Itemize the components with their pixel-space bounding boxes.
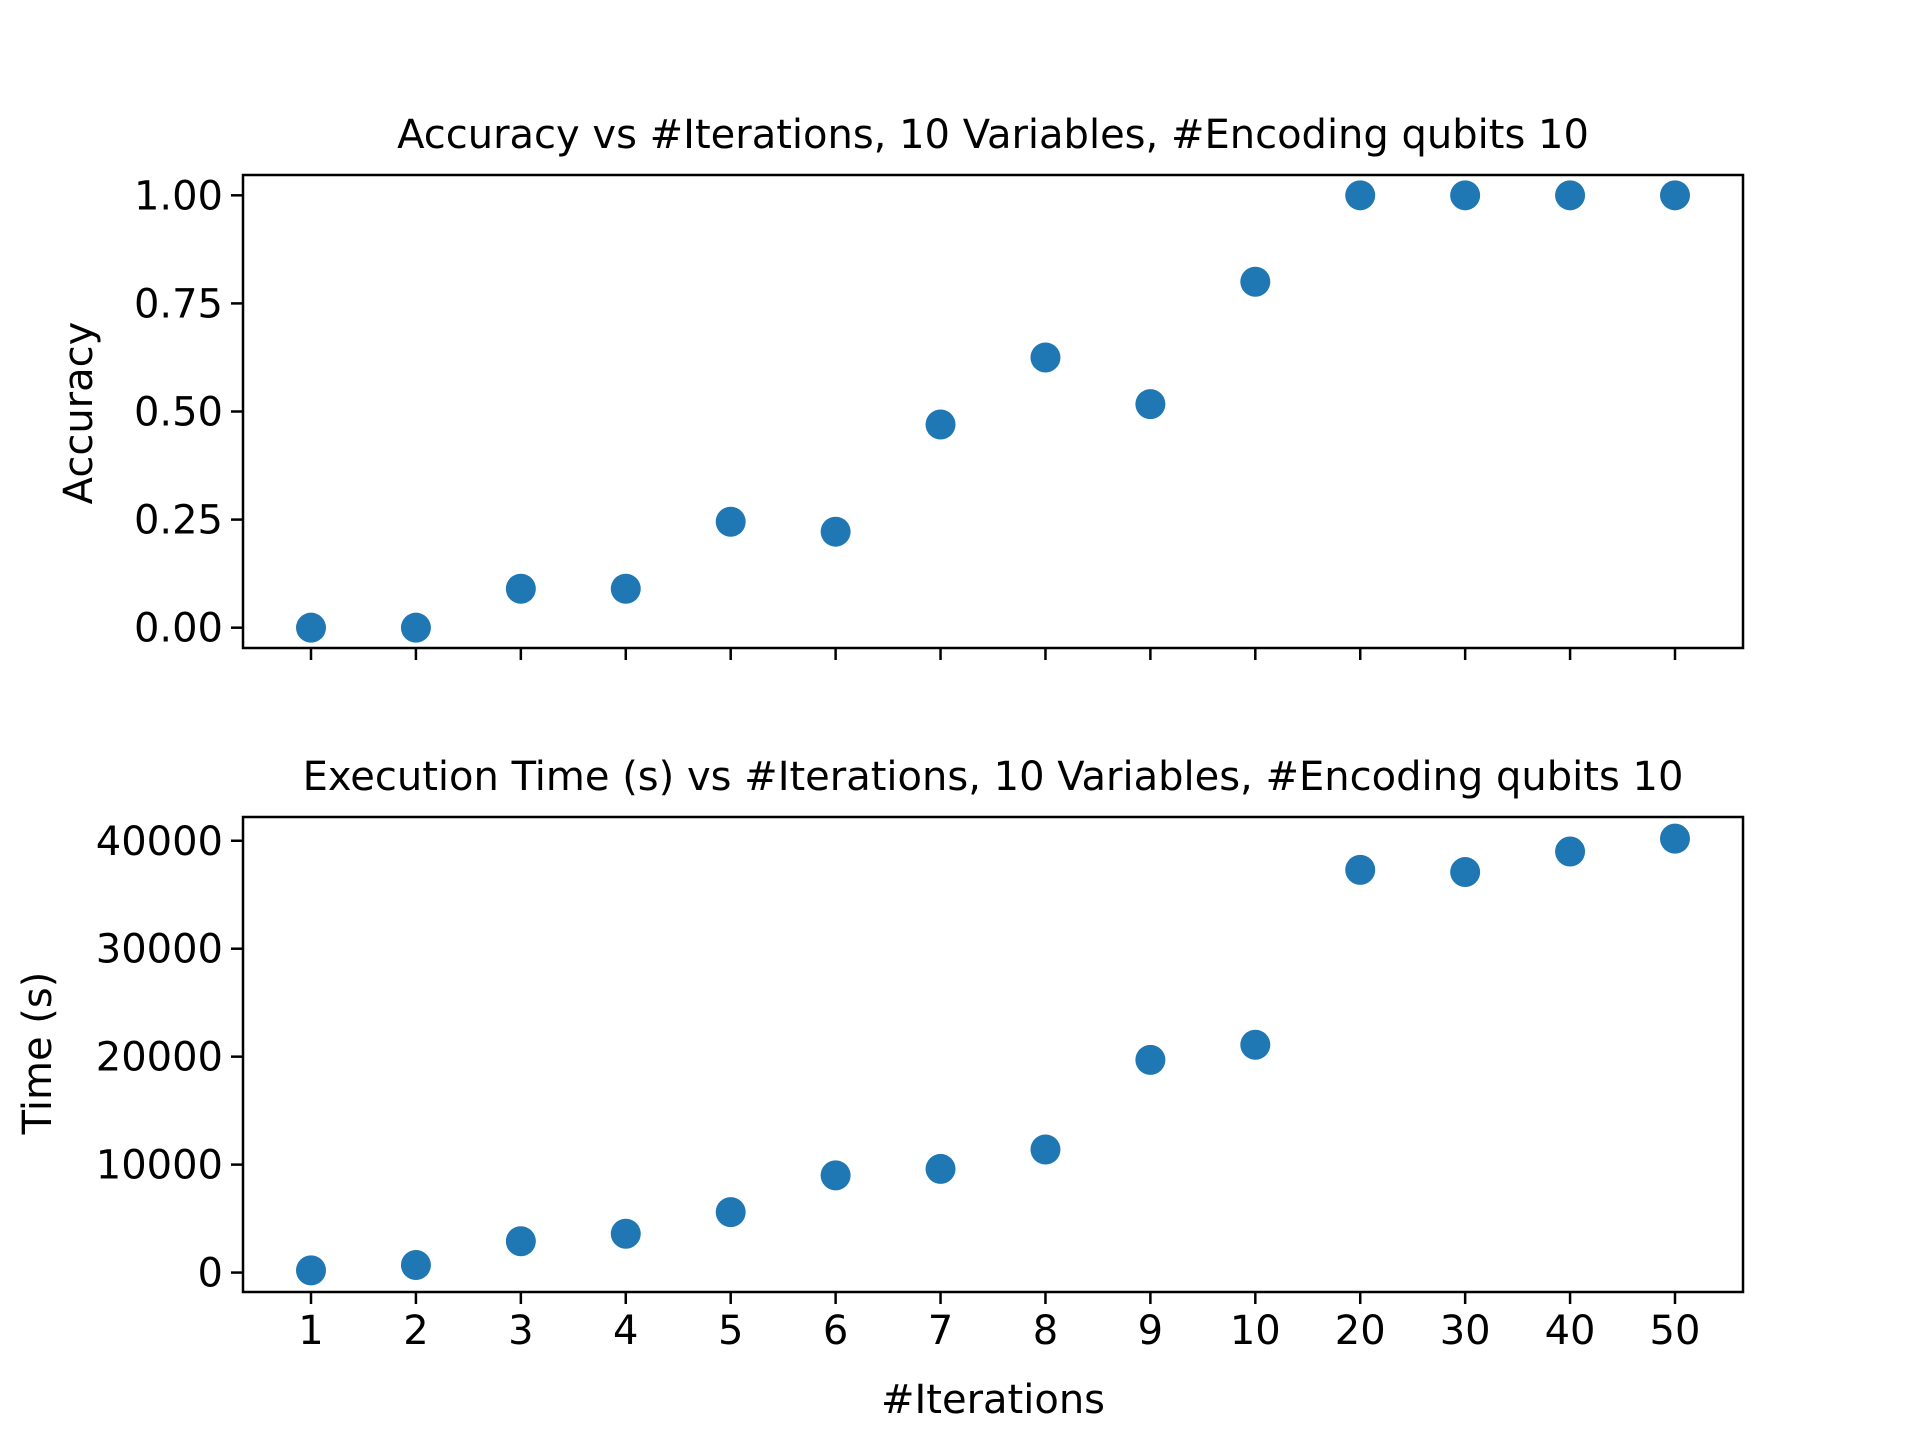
time-x-tick-label: 1 [298,1308,323,1354]
accuracy-point [1555,180,1586,211]
time-y-tick-label: 20000 [96,1035,223,1081]
time-subplot: Execution Time (s) vs #Iterations, 10 Va… [15,754,1745,1423]
accuracy-subplot: Accuracy vs #Iterations, 10 Variables, #… [56,112,1745,660]
time-point [505,1226,536,1257]
accuracy-y-axis-label: Accuracy [56,322,102,505]
time-plot-frame [241,815,1745,1294]
time-x-tick-label: 6 [823,1308,848,1354]
accuracy-point [715,506,746,537]
time-y-tick-label: 0 [198,1251,223,1297]
accuracy-point [1660,180,1690,211]
accuracy-point [400,612,431,643]
time-x-tick-label: 3 [508,1308,533,1354]
time-x-tick-label: 50 [1650,1308,1701,1354]
time-point [715,1197,746,1228]
accuracy-point [1450,180,1481,211]
accuracy-ticks: 0.00 0.25 0.50 0.75 1.00 [134,173,1677,660]
accuracy-y-tick-label: 0.50 [134,390,223,436]
accuracy-point [610,573,641,604]
accuracy-y-tick-label: 1.00 [134,173,223,219]
x-axis-label: #Iterations [881,1377,1105,1423]
time-x-tick-label: 30 [1440,1308,1491,1354]
accuracy-point [1135,389,1166,420]
accuracy-y-tick-label: 0.00 [134,606,223,652]
time-points [296,823,1690,1286]
accuracy-point [1345,180,1376,211]
time-y-axis-label: Time (s) [15,972,61,1136]
time-x-tick-label: 40 [1545,1308,1596,1354]
accuracy-point [820,516,851,547]
time-x-tick-label: 10 [1230,1308,1281,1354]
time-point [925,1153,956,1184]
accuracy-plot-frame [241,173,1745,650]
time-point [296,1255,326,1286]
time-x-tick-label: 5 [718,1308,743,1354]
accuracy-y-tick-label: 0.25 [134,498,223,544]
time-point [1240,1029,1271,1060]
accuracy-point [505,573,536,604]
time-point [1345,854,1376,885]
accuracy-point [1030,342,1061,373]
time-y-tick-label: 30000 [96,927,223,973]
accuracy-point [925,409,956,440]
time-y-tick-label: 40000 [96,819,223,865]
time-x-tick-label: 2 [403,1308,428,1354]
time-x-tick-label: 4 [613,1308,638,1354]
time-chart-title: Execution Time (s) vs #Iterations, 10 Va… [303,754,1684,800]
time-y-tick-label: 10000 [96,1143,223,1189]
time-ticks: 1 2 3 4 5 6 7 8 9 10 20 30 40 50 0 10000 20000 30000 40000 [96,819,1701,1354]
time-point [1135,1044,1166,1075]
accuracy-point [296,612,326,643]
time-point [1555,836,1586,867]
time-x-tick-label: 7 [928,1308,953,1354]
time-point [1030,1134,1061,1165]
accuracy-point [1240,266,1271,297]
accuracy-y-tick-label: 0.75 [134,281,223,327]
time-point [400,1250,431,1281]
time-x-tick-label: 8 [1033,1308,1058,1354]
time-point [1660,823,1690,854]
time-point [820,1160,851,1191]
time-point [610,1218,641,1249]
time-x-tick-label: 9 [1138,1308,1163,1354]
accuracy-points [296,180,1690,643]
time-point [1450,857,1481,888]
time-x-tick-label: 20 [1335,1308,1386,1354]
accuracy-chart-title: Accuracy vs #Iterations, 10 Variables, #… [397,112,1589,158]
